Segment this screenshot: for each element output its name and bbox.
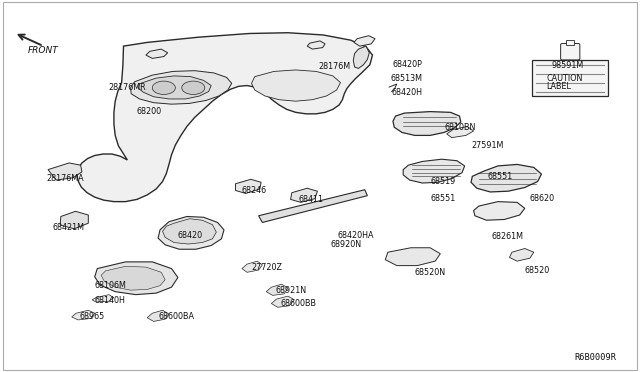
Text: 68246: 68246 [242, 186, 267, 195]
Polygon shape [72, 310, 95, 320]
Text: 68200: 68200 [136, 107, 161, 116]
Text: 98591M: 98591M [552, 61, 584, 70]
Polygon shape [95, 262, 178, 295]
Text: 28176M: 28176M [318, 62, 350, 71]
Polygon shape [307, 41, 325, 49]
Polygon shape [60, 211, 88, 229]
Polygon shape [509, 248, 534, 261]
Text: 28176MA: 28176MA [47, 174, 84, 183]
Polygon shape [471, 164, 541, 192]
Polygon shape [77, 33, 372, 202]
Text: 68921N: 68921N [275, 286, 307, 295]
Polygon shape [158, 217, 224, 249]
Text: 68261M: 68261M [492, 232, 524, 241]
Polygon shape [92, 295, 114, 302]
Polygon shape [146, 49, 168, 58]
Text: 68600BB: 68600BB [280, 299, 316, 308]
Polygon shape [354, 36, 375, 46]
Polygon shape [266, 284, 288, 295]
Text: LABEL: LABEL [547, 82, 572, 91]
Polygon shape [236, 179, 261, 193]
Text: 68520: 68520 [525, 266, 550, 275]
Text: 68551: 68551 [430, 194, 455, 203]
Polygon shape [393, 112, 461, 135]
Text: FRONT: FRONT [28, 46, 59, 55]
Circle shape [152, 81, 175, 94]
Text: 68421M: 68421M [52, 223, 84, 232]
Text: 68411: 68411 [299, 195, 324, 204]
Text: 68965: 68965 [80, 312, 105, 321]
Text: R6B0009R: R6B0009R [574, 353, 616, 362]
Text: 68106M: 68106M [95, 281, 127, 290]
Polygon shape [353, 46, 369, 68]
Text: 68551: 68551 [488, 172, 513, 181]
Polygon shape [48, 163, 82, 180]
Bar [532, 60, 608, 96]
Polygon shape [138, 76, 211, 99]
Text: 68600BA: 68600BA [159, 312, 195, 321]
Text: CAUTION: CAUTION [547, 74, 583, 83]
Polygon shape [403, 159, 465, 183]
Text: 68420HA: 68420HA [337, 231, 374, 240]
Polygon shape [163, 219, 216, 244]
Polygon shape [147, 310, 169, 321]
Bar [566, 40, 574, 45]
Polygon shape [242, 261, 262, 272]
FancyBboxPatch shape [561, 44, 580, 60]
Circle shape [182, 81, 205, 94]
Polygon shape [271, 296, 294, 307]
Text: 6810BN: 6810BN [445, 123, 476, 132]
Text: 68520N: 68520N [415, 268, 446, 277]
Text: 68420H: 68420H [392, 88, 422, 97]
Polygon shape [101, 266, 165, 290]
Polygon shape [259, 190, 367, 222]
Polygon shape [474, 202, 525, 220]
Polygon shape [252, 70, 340, 101]
Text: 68519: 68519 [430, 177, 455, 186]
Polygon shape [131, 71, 232, 104]
Text: 68140H: 68140H [95, 296, 125, 305]
Text: 68620: 68620 [529, 194, 554, 203]
Text: 28176MR: 28176MR [109, 83, 147, 92]
Polygon shape [291, 188, 317, 202]
Text: 27591M: 27591M [471, 141, 504, 150]
Polygon shape [447, 126, 474, 138]
Polygon shape [385, 248, 440, 266]
Text: 68420: 68420 [178, 231, 203, 240]
Text: 68513M: 68513M [390, 74, 422, 83]
Text: 68420P: 68420P [392, 60, 422, 69]
Text: 68920N: 68920N [331, 240, 362, 249]
Text: 27720Z: 27720Z [251, 263, 282, 272]
